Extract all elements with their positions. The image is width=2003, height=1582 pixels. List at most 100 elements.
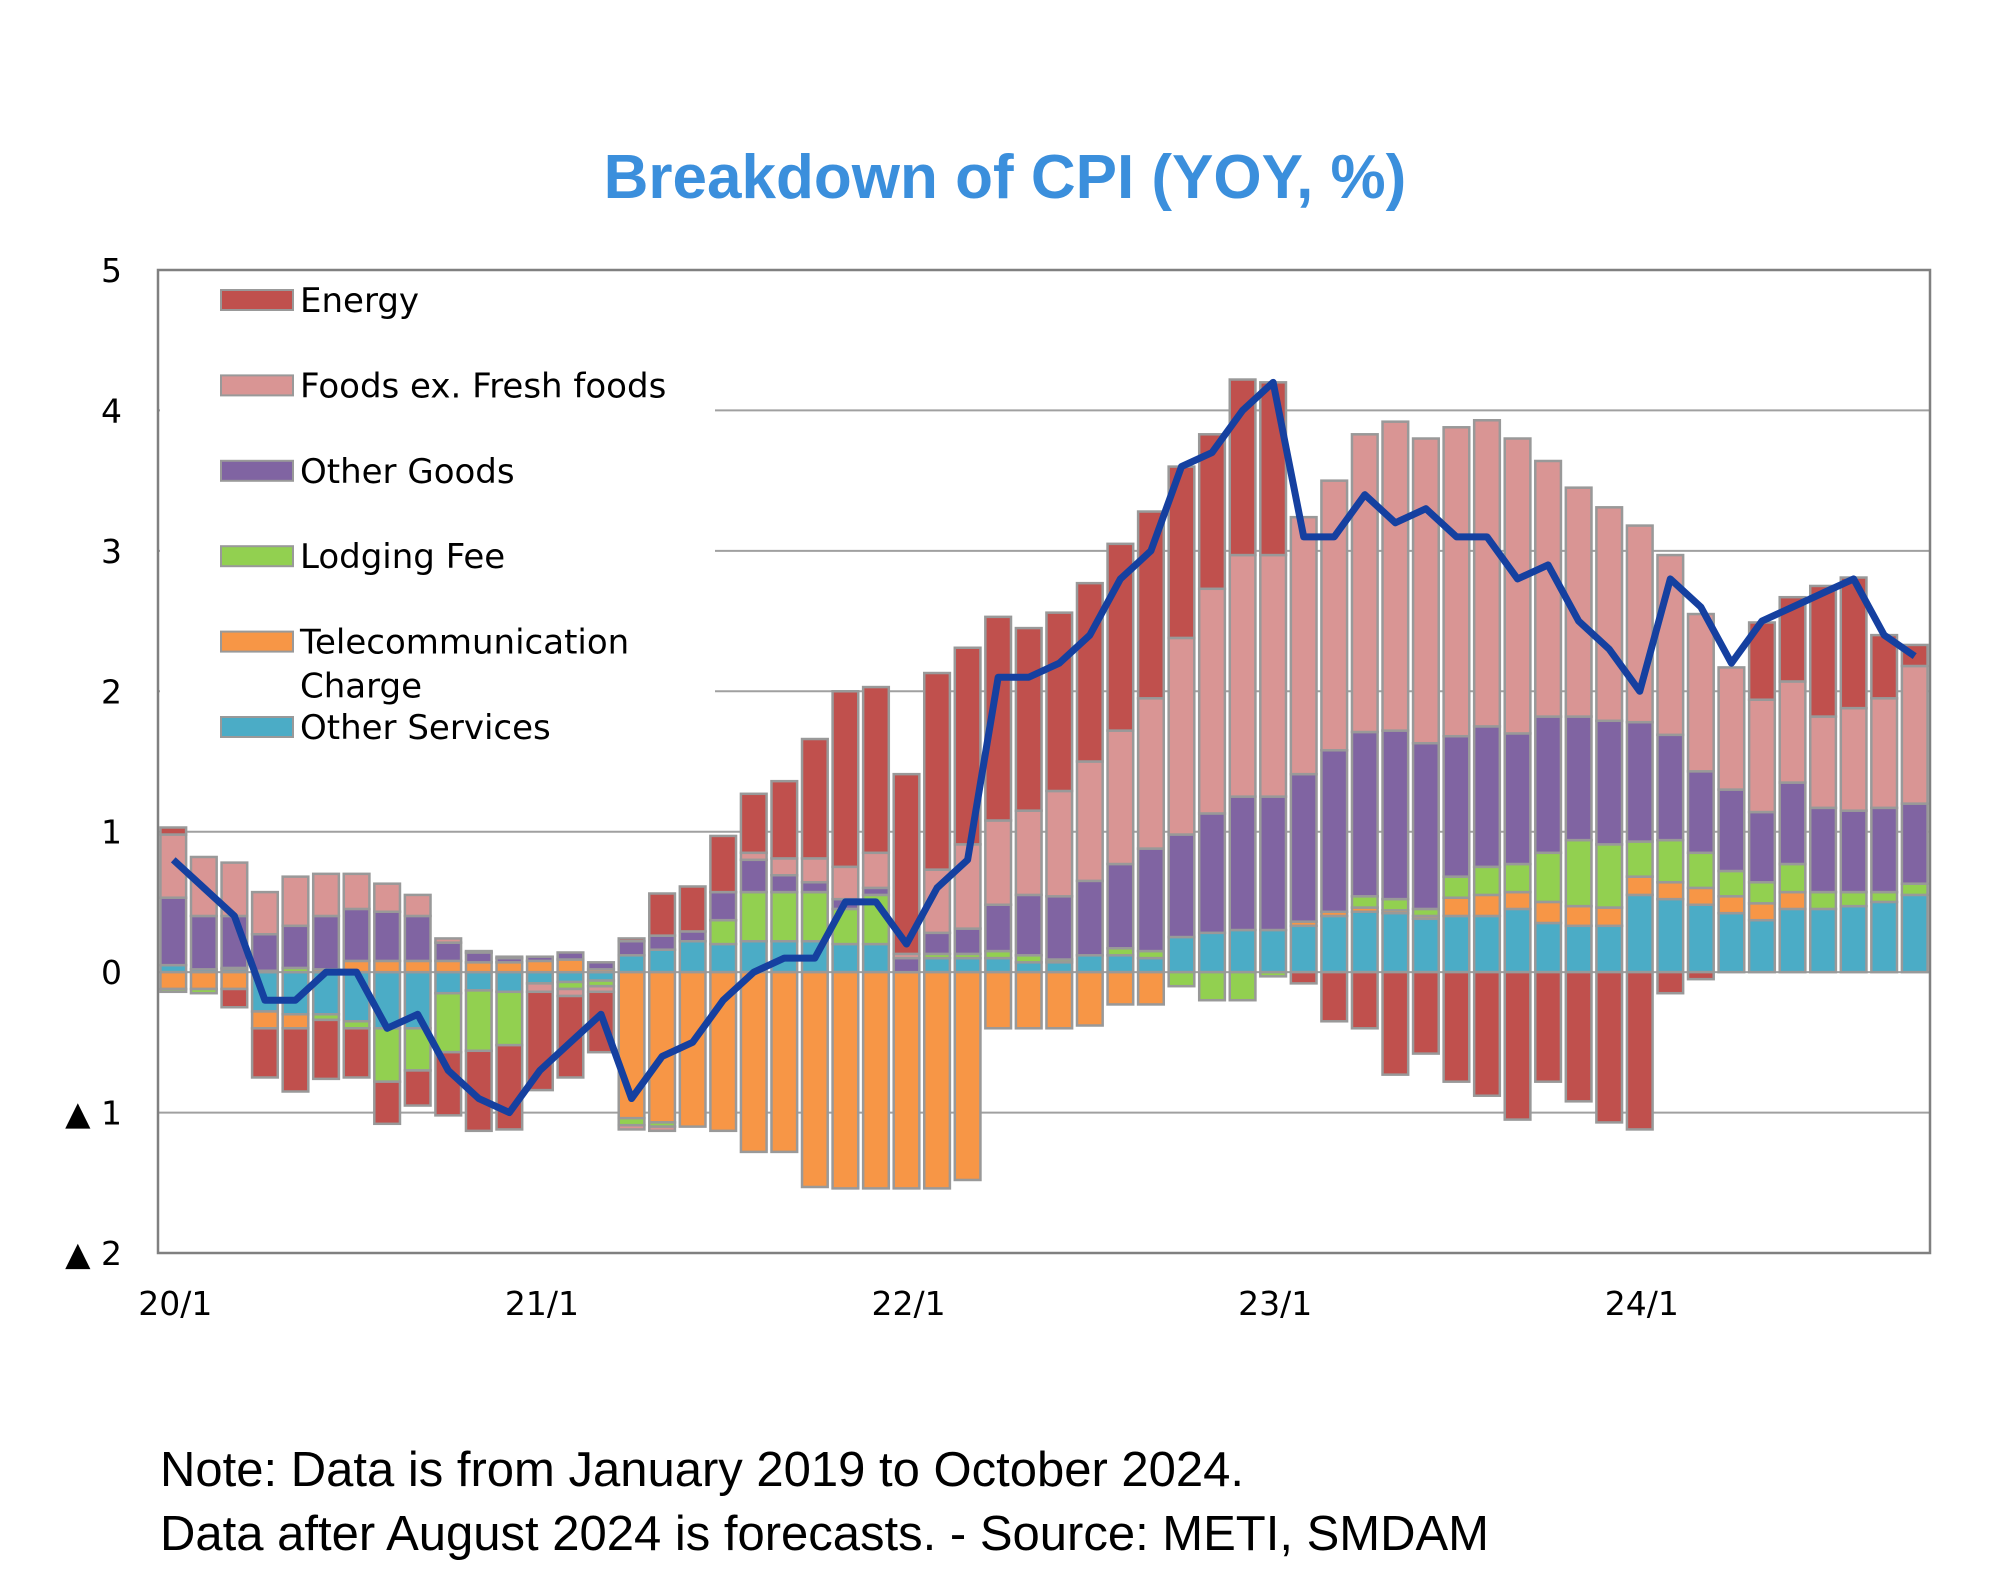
bar-segment-energy	[1075, 581, 1104, 763]
bar-segment-telecommunication-charge	[984, 970, 1013, 1030]
bar-segment-other-goods	[1656, 733, 1685, 842]
bar-segment-other-goods	[1564, 715, 1593, 842]
bar-segment-energy	[1870, 633, 1899, 700]
bar-segment-other-services	[1686, 903, 1715, 974]
y-axis-ticks: 5 4 3 2 1 0 ▲ 1 ▲ 2	[65, 251, 122, 1273]
bar-segment-lodging-fee	[770, 890, 799, 943]
bar-segment-energy	[648, 892, 677, 937]
bar-segment-lodging-fee	[1228, 970, 1257, 1002]
bar-segment-energy	[159, 826, 188, 836]
bar-segment-energy	[678, 885, 707, 933]
bar-segment-foods-ex-fresh-foods	[403, 893, 432, 918]
bar-segment-energy	[1136, 510, 1166, 700]
bar-segment-foods-ex-fresh-foods	[311, 872, 341, 918]
bar-segment-other-goods	[1778, 781, 1807, 866]
bar-segment-other-services	[1167, 935, 1196, 974]
bar-segment-other-goods	[1625, 720, 1654, 843]
bar-segment-energy	[1808, 584, 1838, 718]
bar-segment-energy	[311, 1018, 341, 1081]
bar-segment-other-services	[1503, 907, 1532, 974]
bar-segment-other-goods	[250, 932, 280, 972]
bar-segment-foods-ex-fresh-foods	[1472, 419, 1502, 728]
bar-segment-telecommunication-charge	[709, 970, 738, 1133]
bar-segment-other-services	[678, 939, 707, 974]
bar-segment-other-services	[1564, 924, 1593, 974]
bar-segment-lodging-fee	[1503, 862, 1532, 894]
bar-segment-other-goods	[1350, 730, 1379, 898]
bar-segment-other-services	[556, 970, 585, 984]
bar-segment-telecommunication-charge	[1442, 896, 1471, 918]
bar-segment-lodging-fee	[739, 890, 768, 943]
bar-segment-other-services	[586, 970, 616, 982]
bar-segment-energy	[1167, 465, 1196, 640]
bar-segment-other-goods	[1167, 833, 1196, 939]
bar-segment-foods-ex-fresh-foods	[1350, 433, 1379, 734]
bar-segment-other-goods	[1534, 715, 1563, 855]
bar-segment-other-goods	[1472, 725, 1502, 869]
bar-segment-lodging-fee	[1350, 895, 1379, 909]
bar-segment-telecommunication-charge	[1686, 886, 1715, 906]
legend-label: Lodging Fee	[300, 537, 505, 577]
bar-segment-lodging-fee	[1839, 890, 1868, 908]
bar-segment-energy	[617, 937, 646, 943]
bar-segment-energy	[1320, 970, 1349, 1023]
bar-segment-foods-ex-fresh-foods	[1442, 426, 1471, 738]
bar-segment-foods-ex-fresh-foods	[1259, 553, 1288, 798]
y-tick-label: ▲ 2	[65, 1234, 122, 1273]
bar-segment-energy	[1045, 611, 1074, 793]
bar-segment-energy	[800, 737, 829, 860]
bar-segment-foods-ex-fresh-foods	[1534, 459, 1563, 718]
bar-segment-lodging-fee	[1381, 897, 1410, 912]
bar-segment-foods-ex-fresh-foods	[984, 819, 1013, 906]
bar-segment-other-services	[1014, 961, 1043, 974]
y-tick-label: 3	[101, 532, 122, 571]
bar-segment-energy	[922, 671, 952, 871]
note-line-2: Data after August 2024 is forecasts. - S…	[160, 1507, 1489, 1561]
bar-segment-foods-ex-fresh-foods	[1778, 680, 1807, 784]
bar-segment-other-goods	[892, 956, 921, 974]
y-tick-label: ▲ 1	[65, 1094, 122, 1133]
bar-segment-energy	[342, 1027, 371, 1079]
bar-segment-other-goods	[800, 881, 829, 894]
bar-segment-other-services	[648, 948, 677, 974]
y-tick-label: 0	[101, 953, 122, 992]
bar-segment-lodging-fee	[464, 989, 493, 1053]
bar-segment-energy	[1014, 626, 1043, 812]
bar-segment-lodging-fee	[495, 990, 524, 1047]
bar-segment-energy	[1442, 970, 1471, 1083]
bar-segment-lodging-fee	[373, 1027, 402, 1083]
bar-segment-energy	[1350, 970, 1379, 1030]
bar-segment-other-services	[1045, 961, 1074, 974]
bar-segment-telecommunication-charge	[770, 970, 799, 1154]
bar-segment-other-services	[1075, 954, 1104, 974]
bar-segment-other-services	[373, 970, 402, 1030]
y-tick-label: 1	[101, 813, 122, 852]
bar-segment-other-services	[1595, 924, 1624, 974]
legend-swatch-telecommunication-charge	[220, 630, 294, 653]
legend-label: Foods ex. Fresh foods	[300, 366, 666, 406]
bar-segment-foods-ex-fresh-foods	[1839, 706, 1868, 812]
legend-swatch-other-goods	[220, 459, 294, 482]
bar-segment-foods-ex-fresh-foods	[495, 955, 524, 960]
legend-swatch-energy	[220, 289, 294, 311]
bar-segment-lodging-fee	[434, 991, 463, 1054]
bar-segment-foods-ex-fresh-foods	[861, 851, 891, 890]
bar-segment-other-services	[1228, 928, 1257, 974]
bar-segment-telecommunication-charge	[1106, 970, 1135, 1006]
bar-segment-foods-ex-fresh-foods	[1075, 760, 1104, 883]
bar-segment-lodging-fee	[1686, 851, 1715, 890]
bar-segment-other-services	[984, 956, 1013, 974]
bar-segment-foods-ex-fresh-foods	[1228, 553, 1257, 798]
bar-segment-foods-ex-fresh-foods	[1411, 437, 1440, 745]
bar-segment-other-goods	[953, 927, 982, 956]
bar-segment-telecommunication-charge	[464, 961, 493, 974]
bar-segment-other-goods	[1595, 719, 1624, 846]
y-tick-label: 4	[101, 391, 122, 430]
bar-segment-other-goods	[1839, 809, 1868, 894]
bar-segment-lodging-fee	[1870, 890, 1899, 904]
bar-segment-other-services	[1717, 911, 1746, 974]
bar-segment-telecommunication-charge	[159, 970, 188, 991]
bar-segment-lodging-fee	[1900, 882, 1929, 897]
bar-segment-lodging-fee	[709, 918, 738, 946]
